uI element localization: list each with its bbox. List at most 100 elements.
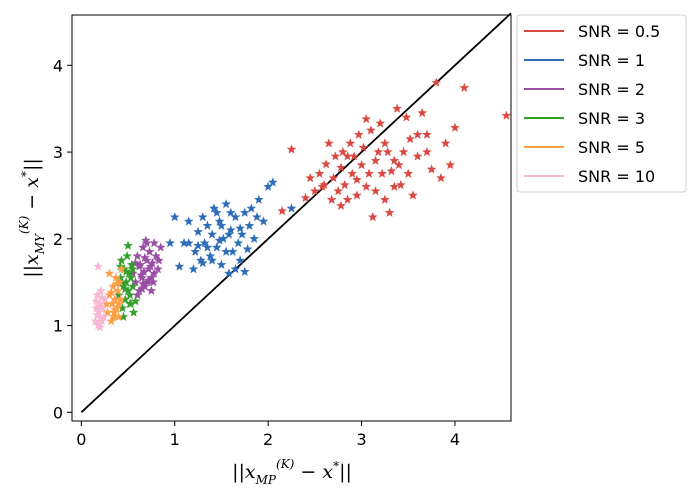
y-tick-label: 2 (53, 230, 63, 249)
data-point (373, 146, 384, 157)
y-tick-label: 0 (53, 403, 63, 422)
data-point (146, 285, 157, 296)
legend-label: SNR = 5 (578, 138, 645, 157)
y-tick-label: 1 (53, 317, 63, 336)
data-point (96, 292, 107, 303)
data-point (450, 122, 460, 132)
data-point (401, 112, 412, 122)
legend-item: SNR = 5 (524, 138, 645, 157)
data-point (426, 164, 437, 174)
data-point (225, 224, 236, 235)
data-point (323, 138, 334, 148)
data-point (321, 159, 331, 169)
data-point (136, 270, 147, 280)
data-point (235, 255, 246, 265)
y-tick-label: 3 (53, 143, 63, 162)
data-point (223, 229, 234, 239)
data-point (244, 220, 255, 231)
data-point (149, 268, 160, 278)
data-point (214, 216, 225, 226)
data-point (358, 142, 369, 152)
data-point (144, 246, 155, 257)
data-point (109, 311, 119, 322)
legend-label: SNR = 1 (578, 51, 645, 70)
x-tick-label: 1 (170, 430, 180, 449)
data-point (92, 290, 103, 300)
data-point (140, 235, 151, 245)
data-point (216, 259, 227, 270)
data-point (252, 211, 262, 222)
data-point (205, 250, 216, 261)
data-point (106, 287, 117, 297)
data-point (375, 118, 386, 128)
legend-item: SNR = 0.5 (524, 22, 660, 41)
data-point (155, 242, 166, 252)
data-point (407, 190, 418, 200)
data-point (389, 181, 400, 191)
data-point (123, 240, 133, 250)
data-point (379, 194, 390, 204)
data-point (403, 168, 414, 178)
data-point (277, 205, 288, 216)
data-point (130, 296, 141, 306)
data-point (214, 235, 225, 245)
data-point (128, 307, 139, 317)
data-point (339, 179, 350, 190)
data-point (235, 223, 246, 233)
data-point (361, 113, 372, 124)
data-point (242, 244, 253, 254)
data-point (125, 272, 136, 283)
data-point (237, 229, 247, 239)
data-point (96, 285, 106, 296)
data-point (145, 261, 156, 271)
data-point (93, 261, 104, 271)
data-point (246, 203, 257, 213)
data-point (91, 296, 102, 306)
data-point (95, 322, 105, 332)
data-point (199, 237, 210, 248)
data-point (422, 146, 432, 157)
data-point (412, 151, 423, 161)
data-point (328, 172, 339, 183)
svg-text:||xMY(K) − x*||: ||xMY(K) − x*|| (17, 158, 47, 278)
data-point (422, 129, 432, 139)
data-point (202, 242, 213, 252)
data-point (207, 255, 218, 265)
data-point (193, 240, 204, 250)
data-point (148, 277, 159, 287)
data-point (300, 192, 311, 203)
data-point (314, 168, 325, 178)
legend-item: SNR = 2 (524, 80, 645, 99)
data-point (183, 237, 194, 248)
series-4-points (101, 263, 127, 326)
data-point (197, 211, 208, 222)
x-tick-label: 3 (356, 430, 366, 449)
legend-box (516, 14, 687, 193)
data-point (351, 190, 362, 200)
data-point (111, 278, 122, 289)
data-point (225, 207, 236, 217)
data-point (211, 242, 222, 252)
x-tick-label: 2 (263, 430, 273, 449)
data-point (258, 216, 269, 226)
data-point (377, 168, 388, 178)
data-point (361, 181, 372, 191)
data-point (113, 298, 124, 309)
data-point (153, 263, 163, 274)
data-point (188, 263, 199, 274)
data-point (267, 177, 278, 187)
data-point (386, 165, 397, 176)
data-point (216, 220, 227, 231)
series-1-points (165, 177, 297, 278)
data-point (110, 272, 121, 283)
data-point (345, 138, 356, 148)
data-point (367, 211, 378, 222)
data-point (94, 301, 105, 311)
legend: SNR = 0.5 SNR = 1 SNR = 2 SNR = 3 SNR = 5 SNR… (516, 14, 687, 193)
data-point (124, 290, 135, 300)
data-point (364, 168, 374, 178)
data-point (249, 233, 260, 244)
data-point (230, 263, 241, 274)
data-point (207, 229, 218, 239)
